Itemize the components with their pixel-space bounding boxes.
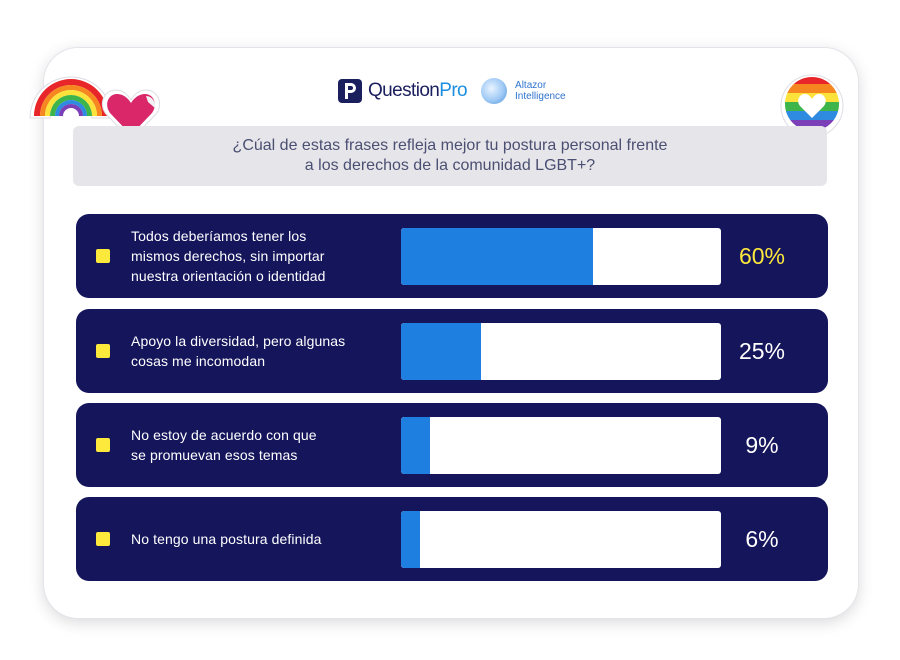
bar [401, 511, 420, 568]
answer-label: No tengo una postura definida [131, 497, 391, 581]
heart-sticker [101, 89, 161, 141]
answer-row: Todos deberíamos tener los mismos derech… [76, 214, 828, 298]
bar [401, 417, 430, 474]
answer-label-line: nuestra orientación o identidad [131, 268, 326, 284]
answer-label: No estoy de acuerdo con que se promuevan… [131, 403, 391, 487]
bullet-icon [96, 344, 110, 358]
bar [401, 323, 481, 380]
value-label: 6% [745, 525, 779, 552]
questionpro-logo-icon [338, 79, 362, 103]
answer-label-line: No estoy de acuerdo con que [131, 427, 317, 443]
answer-label-line: mismos derechos, sin importar [131, 248, 325, 264]
bullet-icon [96, 249, 110, 263]
bar [401, 228, 593, 285]
value-label: 60% [738, 242, 786, 269]
answer-row: Apoyo la diversidad, pero algunas cosas … [76, 309, 828, 393]
bullet-icon [96, 438, 110, 452]
questionpro-wordmark: QuestionPro [368, 80, 468, 101]
bar-track [401, 228, 721, 285]
answer-label-line: Todos deberíamos tener los [131, 228, 307, 244]
answer-label: Todos deberíamos tener los mismos derech… [131, 214, 391, 298]
answer-label-line: Apoyo la diversidad, pero algunas [131, 333, 346, 349]
answer-label-line: se promuevan esos temas [131, 447, 298, 463]
question-line-2: a los derechos de la comunidad LGBT+? [304, 157, 596, 174]
bullet-icon [96, 532, 110, 546]
answer-label: Apoyo la diversidad, pero algunas cosas … [131, 309, 391, 393]
rainbow-sticker [29, 76, 113, 119]
bar-track [401, 323, 721, 380]
bar-track [401, 511, 721, 568]
answer-row: No tengo una postura definida 6% [76, 497, 828, 581]
altazor-wordmark: Altazor Intelligence [515, 80, 566, 102]
value-label: 25% [738, 337, 786, 364]
question-line-1: ¿Cúal de estas frases refleja mejor tu p… [232, 137, 668, 154]
answer-row: No estoy de acuerdo con que se promuevan… [76, 403, 828, 487]
value-label: 9% [745, 431, 779, 458]
question-box: ¿Cúal de estas frases refleja mejor tu p… [73, 126, 827, 186]
brand-logos: QuestionPro Altazor Intelligence [338, 76, 566, 106]
answer-label-line: No tengo una postura definida [131, 531, 322, 547]
altazor-globe-icon [481, 78, 508, 104]
bar-track [401, 417, 721, 474]
answer-label-line: cosas me incomodan [131, 353, 266, 369]
